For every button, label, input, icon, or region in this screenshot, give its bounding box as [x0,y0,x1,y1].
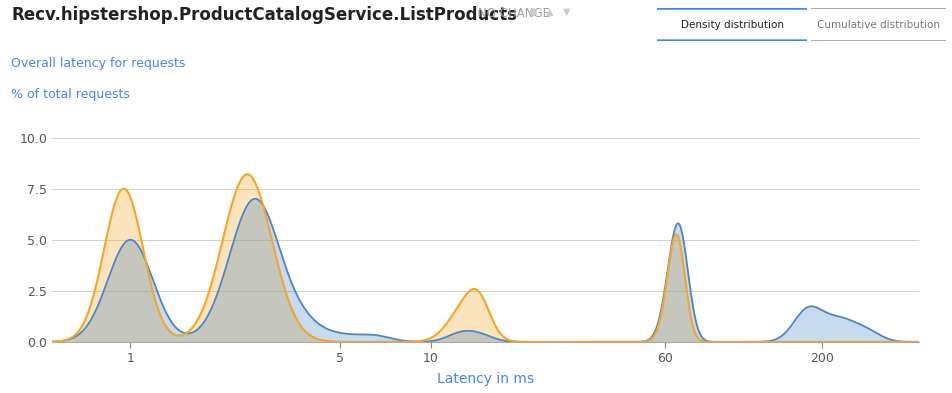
FancyBboxPatch shape [654,9,810,40]
Text: Cumulative distribution: Cumulative distribution [817,20,941,29]
FancyBboxPatch shape [808,9,949,40]
Text: Recv.hipstershop.ProductCatalogService.ListProducts: Recv.hipstershop.ProductCatalogService.L… [11,6,518,24]
Text: Overall latency for requests: Overall latency for requests [11,57,186,70]
Text: ●: ● [528,7,537,17]
Text: ▲: ▲ [545,7,553,17]
Text: ▼: ▼ [563,7,570,17]
Text: % of total requests: % of total requests [11,88,130,101]
Text: NO CHANGE: NO CHANGE [478,7,550,20]
Text: Density distribution: Density distribution [681,20,783,29]
X-axis label: Latency in ms: Latency in ms [437,372,534,386]
